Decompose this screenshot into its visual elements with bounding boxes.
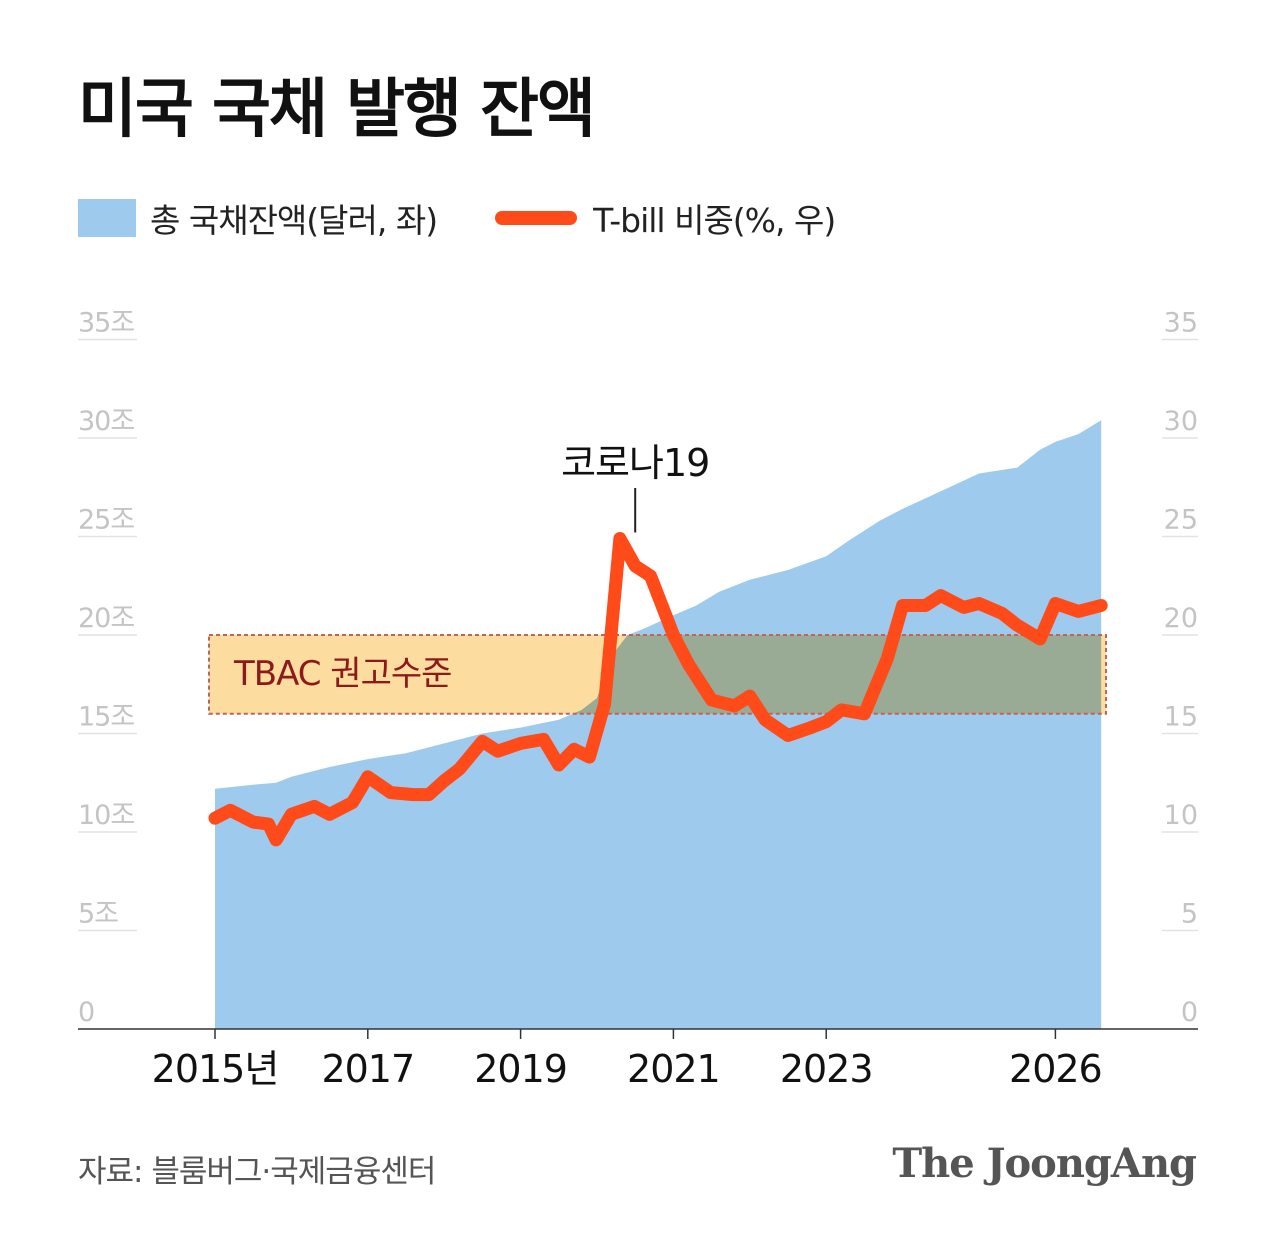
source-note: 자료: 블룸버그·국제금융센터 [78,1154,436,1190]
x-tick-label: 2017 [321,1047,414,1091]
left-tick-label: 30조 [78,406,134,437]
right-tick-label: 25 [1164,505,1198,536]
right-tick-label: 20 [1164,603,1198,634]
x-tick-label: 2026 [1009,1047,1102,1091]
legend-item-area: 총 국채잔액(달러, 좌) [78,194,438,242]
legend-swatch-line [495,211,578,225]
annotation-label: 코로나19 [561,441,709,485]
right-tick-label: 35 [1164,308,1198,339]
x-tick-label: 2019 [474,1047,567,1091]
right-tick-label: 0 [1181,997,1198,1028]
right-tick-label: 10 [1164,800,1198,831]
left-tick-label: 25조 [78,505,134,536]
chart-title: 미국 국채 발행 잔액 [78,73,596,147]
legend-label-line: T-bill 비중(%, 우) [593,201,836,240]
legend-swatch-area [78,199,136,237]
x-tick-label: 2021 [627,1047,720,1091]
left-tick-label: 35조 [78,308,134,339]
left-tick-label: 15조 [78,702,134,733]
tbac-band-border [208,634,1107,715]
right-tick-label: 15 [1164,702,1198,733]
right-tick-label: 30 [1164,406,1198,437]
tbill-share-line [208,532,1108,847]
legend-item-line: T-bill 비중(%, 우) [495,194,836,242]
left-tick-label: 10조 [78,800,134,831]
legend-label-area: 총 국채잔액(달러, 좌) [150,201,438,240]
x-tick-label: 2015년 [152,1047,279,1091]
left-tick-label: 20조 [78,603,134,634]
right-tick-label: 5 [1181,899,1198,930]
legend: 총 국채잔액(달러, 좌) T-bill 비중(%, 우) [78,196,893,240]
tbac-band-label: TBAC 권고수준 [233,654,451,694]
total-debt-area [215,420,1102,1029]
left-tick-label: 0 [78,997,94,1028]
x-tick-label: 2023 [780,1047,873,1091]
brand-logo: The JoongAng [892,1140,1197,1187]
left-tick-label: 5조 [78,899,118,930]
